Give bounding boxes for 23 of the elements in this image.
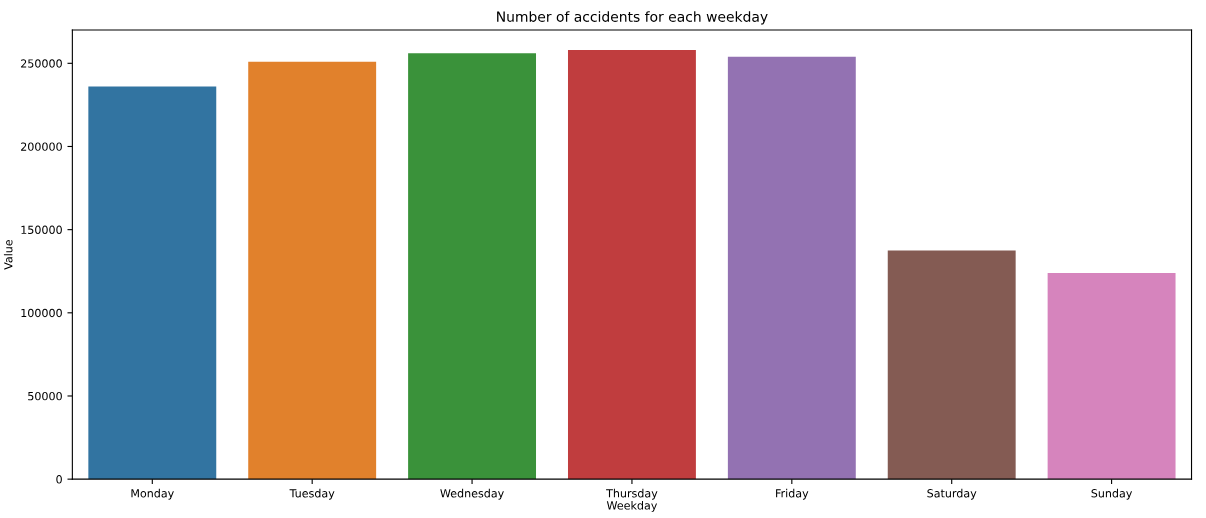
x-tick-label: Friday	[776, 488, 809, 500]
bar	[727, 56, 856, 480]
y-tick-label: 150000	[21, 225, 62, 235]
bar	[248, 61, 377, 480]
x-tick-label: Thursday	[606, 488, 658, 500]
x-tick-label: Wednesday	[440, 488, 504, 500]
y-tick-label: 200000	[21, 142, 62, 151]
x-tick-label: Tuesday	[289, 488, 335, 500]
bar	[1047, 272, 1176, 480]
y-tick-label: 100000	[21, 308, 62, 318]
x-tick-label: Monday	[131, 488, 174, 500]
chart-title: Number of accidents for each weekday	[497, 11, 768, 25]
y-tick-label: 250000	[21, 59, 62, 68]
bar	[567, 50, 696, 480]
x-axis-title: Weekday	[606, 501, 658, 512]
y-axis-title: Value	[3, 239, 13, 270]
y-tick-label: 0	[56, 475, 62, 484]
bar	[887, 250, 1016, 480]
bar	[88, 86, 217, 480]
y-tick-label: 50000	[28, 391, 62, 401]
x-tick-label: Sunday	[1091, 488, 1133, 500]
bar	[408, 53, 537, 480]
x-tick-label: Saturday	[927, 488, 977, 500]
